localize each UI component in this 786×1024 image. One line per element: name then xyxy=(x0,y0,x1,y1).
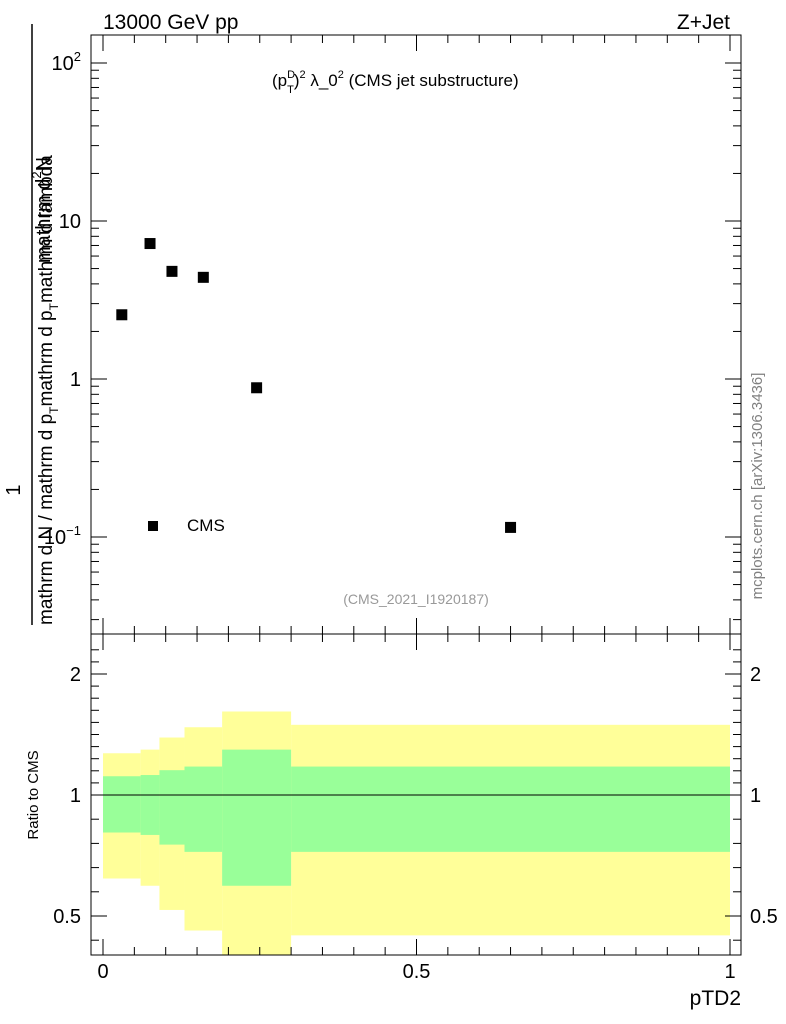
y-axis-label: mathrm d2N 1 mathrm d N / mathrm d pTmat… xyxy=(3,24,61,625)
y-tick-label: 1 xyxy=(70,369,81,391)
x-tick-label: 1 xyxy=(724,961,735,983)
data-points xyxy=(116,238,517,533)
x-tick-label: 0 xyxy=(97,961,108,983)
main-axis-ticks: 10−1 1 10 102 xyxy=(44,35,741,634)
data-point xyxy=(116,309,128,321)
x-tick-label: 0.5 xyxy=(403,961,431,983)
data-point xyxy=(144,238,156,250)
ratio-y-label: Ratio to CMS xyxy=(25,750,42,839)
data-point xyxy=(505,521,517,533)
ratio-y-tick-label-right: 2 xyxy=(750,664,761,686)
main-frame xyxy=(90,34,742,635)
header-left: 13000 GeV pp xyxy=(103,11,238,34)
ratio-band-inner xyxy=(103,776,141,833)
y-label-one: 1 xyxy=(3,484,25,495)
data-point xyxy=(166,265,178,277)
legend-marker xyxy=(148,521,158,531)
ratio-y-tick-label-left: 2 xyxy=(70,664,81,686)
x-axis-label: pTD2 xyxy=(690,987,741,1010)
analysis-label: (CMS_2021_I1920187) xyxy=(343,591,489,607)
ratio-bands xyxy=(103,711,730,955)
ratio-band-inner xyxy=(184,766,223,852)
header-right: Z+Jet xyxy=(677,11,730,34)
side-label: mcplots.cern.ch [arXiv:1306.3436] xyxy=(749,373,766,600)
y-label-denominator: mathrm d N / mathrm d pTmathrm d pTmathr… xyxy=(36,155,61,625)
data-point xyxy=(251,382,263,394)
ratio-band-inner xyxy=(140,775,160,835)
ratio-band-inner xyxy=(291,766,730,852)
y-tick-label: 102 xyxy=(52,49,81,75)
ratio-y-tick-label-left: 1 xyxy=(70,785,81,807)
ratio-band-inner xyxy=(222,749,292,886)
ratio-band-inner xyxy=(159,770,185,845)
ratio-y-tick-label-left: 0.5 xyxy=(53,906,81,928)
y-tick-label: 10−1 xyxy=(44,523,81,549)
main-panel: 10−1 1 10 102 (pD T)2 λ_02 (CMS jet substruc… xyxy=(3,24,742,635)
legend-label: CMS xyxy=(187,516,225,535)
y-tick-label: 10 xyxy=(59,211,81,233)
ratio-panel: 0.5 0.5 1 1 2 2 0 0.5 1 Ratio to CMS pTD2 xyxy=(25,633,778,1010)
chart-title: (pD T)2 λ_02 (CMS jet substructure) xyxy=(272,69,519,96)
ratio-y-tick-label-right: 1 xyxy=(750,785,761,807)
data-point xyxy=(197,271,209,283)
ratio-axis-ticks: 0.5 0.5 1 1 2 2 0 0.5 1 xyxy=(53,634,778,983)
ratio-y-tick-label-right: 0.5 xyxy=(750,906,778,928)
